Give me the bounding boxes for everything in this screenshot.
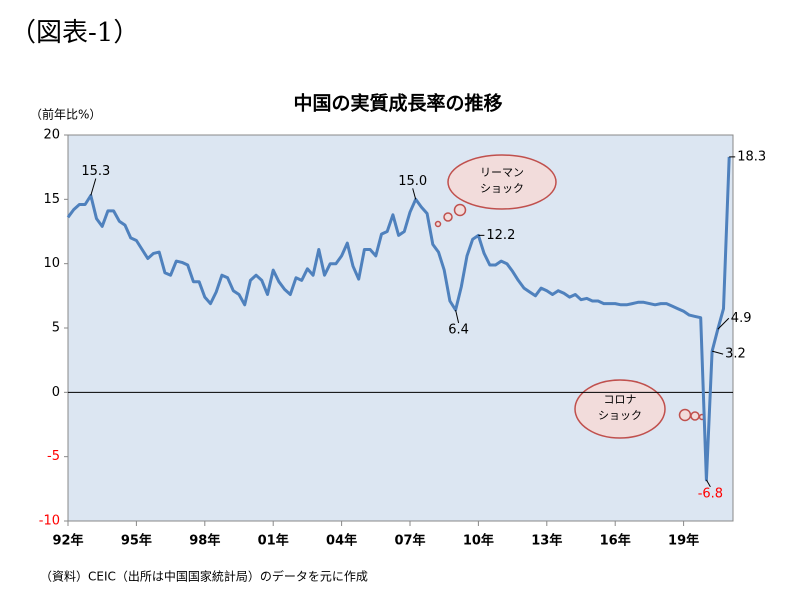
line-series (66, 156, 731, 482)
x-tick-label: 01年 (258, 533, 289, 549)
x-tick-label: 16年 (600, 533, 631, 549)
plot-area (67, 134, 734, 522)
annotation: ショック (598, 409, 642, 422)
leader-line (412, 188, 417, 200)
x-tick-label: 19年 (668, 533, 699, 549)
x-tick-label: 98年 (189, 533, 220, 549)
y-tick-label: 15 (43, 192, 60, 207)
chart-title: 中国の実質成長率の推移 (293, 92, 502, 115)
data-label: 18.3 (737, 149, 766, 164)
leader-line (717, 317, 730, 330)
y-unit: （前年比%） (30, 107, 101, 122)
cloud (434, 154, 706, 439)
x-tick-label: 07年 (394, 533, 425, 549)
x-tick-label: 04年 (326, 533, 357, 549)
data-label: 15.0 (398, 174, 427, 189)
data-label: -6.8 (698, 486, 723, 501)
x-tick-label: 92年 (52, 533, 83, 549)
annotation: リーマン (480, 166, 524, 179)
y-tick-label: 5 (52, 321, 60, 336)
y-tick-label: 10 (43, 256, 60, 271)
data-label: 6.4 (448, 322, 469, 337)
annotation: ショック (480, 182, 524, 195)
y-tick-label: 0 (52, 385, 60, 400)
y-tick-label: 20 (43, 128, 60, 143)
data-label: 4.9 (731, 311, 752, 326)
y-tick-label: -5 (47, 449, 60, 464)
y-tick-label: -10 (39, 514, 60, 529)
leader-line (90, 178, 97, 196)
data-label: 3.2 (725, 347, 746, 362)
leader-line (711, 350, 724, 355)
leader-line (455, 309, 460, 324)
x-tick-label: 13年 (531, 533, 562, 549)
data-label: 12.2 (486, 228, 515, 243)
x-tick-label: 95年 (121, 533, 152, 549)
data-label: 15.3 (81, 164, 110, 179)
x-tick-label: 10年 (463, 533, 494, 549)
source: （資料）CEIC（出所は中国国家統計局）のデータを元に作成 (40, 569, 368, 584)
leader-line (705, 479, 711, 488)
annotation: コロナ (604, 393, 637, 406)
figure-label: （図表-1） (10, 18, 139, 48)
